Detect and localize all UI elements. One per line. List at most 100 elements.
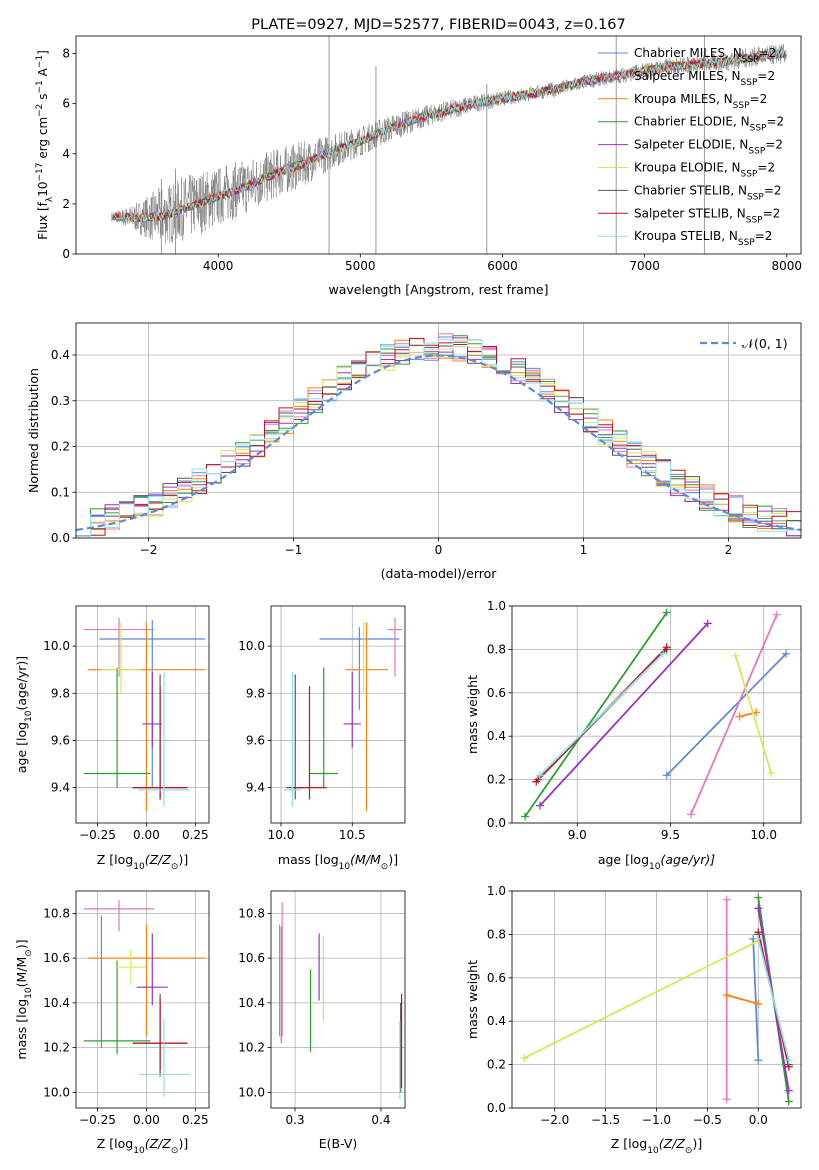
y-axis-label-part: A bbox=[36, 67, 50, 80]
y-axis-label: age [log10(age/yr)] bbox=[14, 656, 34, 773]
axes-frame bbox=[75, 605, 210, 824]
axes-weight_vs_Z: −2.0 −1.5 −1.0 −0.5 0.0 0.0 0.2 0.4 0.6 0.8 1.0 mas… bbox=[465, 884, 802, 1156]
x-axis-label-part: mass [log bbox=[278, 852, 339, 867]
axes-weight_vs_age: 9.0 9.5 10.0 0.0 0.2 0.4 0.6 0.8 1.0 mass weight a… bbox=[465, 599, 802, 872]
legend-label-sub: SSP bbox=[750, 124, 767, 134]
x-tick-label: 2 bbox=[725, 543, 733, 557]
weight-line bbox=[752, 938, 760, 1061]
y-tick-label: 9.4 bbox=[51, 781, 70, 795]
weight-marker bbox=[784, 1086, 793, 1095]
weight-marker bbox=[686, 810, 695, 819]
errorbar-point bbox=[83, 667, 151, 788]
y-axis-label: mass [log10(M/M⊙)] bbox=[14, 939, 34, 1059]
weight-marker bbox=[722, 895, 731, 904]
legend-label-sub: SSP bbox=[733, 101, 750, 111]
errorbar-point bbox=[115, 949, 147, 985]
weight-line bbox=[757, 938, 790, 1061]
y-tick-label: 10.0 bbox=[43, 639, 70, 653]
weight-series bbox=[722, 991, 763, 1008]
x-axis-label-part: Z [log bbox=[97, 1136, 133, 1151]
y-tick-label: 4 bbox=[62, 147, 70, 161]
x-axis-label-part: age [log bbox=[598, 852, 649, 867]
weight-marker bbox=[532, 777, 541, 786]
legend-label-main: Salpeter MILES, N bbox=[634, 69, 741, 83]
x-tick-label: −0.25 bbox=[79, 1113, 116, 1127]
weight-marker bbox=[521, 812, 530, 821]
x-axis-label-part: 10 bbox=[649, 862, 661, 872]
weight-marker bbox=[754, 1056, 763, 1065]
x-tick-label: 10.0 bbox=[268, 828, 295, 842]
x-tick-label: 0.4 bbox=[371, 1113, 390, 1127]
x-axis-label: E(B-V) bbox=[319, 1136, 358, 1151]
errorbars bbox=[83, 899, 206, 1097]
legend-label-sub: SSP bbox=[738, 238, 755, 248]
errorbar-point bbox=[132, 686, 188, 800]
y-tick-label: 0 bbox=[62, 247, 70, 261]
weight-marker bbox=[662, 643, 671, 652]
y-axis-label-part: (M/M bbox=[14, 957, 29, 988]
legend-label-main: Chabrier ELODIE, N bbox=[634, 115, 750, 129]
errorbar-point bbox=[360, 622, 367, 694]
x-axis-label-part: )] bbox=[388, 852, 398, 867]
x-axis-label-part: (Z/Z bbox=[659, 1136, 686, 1151]
x-tick-label: −2.0 bbox=[540, 1113, 569, 1127]
y-tick-label: 0.2 bbox=[51, 440, 70, 454]
x-tick-label: 9.5 bbox=[661, 828, 680, 842]
x-tick-label: 0.0 bbox=[749, 1113, 768, 1127]
weight-line bbox=[539, 653, 664, 776]
weight-marker bbox=[784, 1056, 793, 1065]
x-axis-label-part: 10 bbox=[133, 862, 145, 872]
legend-label-main: Chabrier STELIB, N bbox=[634, 183, 747, 197]
x-axis-label-part: )] bbox=[178, 852, 188, 867]
y-tick-label: 0.3 bbox=[51, 394, 70, 408]
y-tick-label: 10.6 bbox=[238, 951, 265, 965]
legend-label-main: Kroupa STELIB, N bbox=[634, 229, 738, 243]
legend-label-tail: =2 bbox=[765, 138, 783, 152]
legend-label-sub: SSP bbox=[741, 170, 758, 180]
legend-label-sub: SSP bbox=[741, 78, 758, 88]
weight-line bbox=[734, 655, 773, 774]
weight-marker bbox=[754, 893, 763, 902]
errorbar-point bbox=[138, 1018, 190, 1097]
axes-age_vs_Z: −0.25 0.00 0.259.49.69.810.0Z [log10(Z/Z⊙)… bbox=[14, 605, 210, 872]
y-tick-label: 0.0 bbox=[487, 816, 506, 830]
axes-frame bbox=[511, 605, 802, 824]
x-tick-label: 0.25 bbox=[182, 828, 209, 842]
errorbar-point bbox=[309, 667, 338, 788]
legend-label-main: Kroupa ELODIE, N bbox=[634, 161, 741, 175]
y-tick-label: 0.6 bbox=[487, 686, 506, 700]
y-tick-label: 10.8 bbox=[43, 906, 70, 920]
legend-label-main: Salpeter STELIB, N bbox=[634, 206, 746, 220]
legend-label-sub: SSP bbox=[742, 55, 759, 65]
y-tick-label: 0.0 bbox=[51, 531, 70, 545]
y-axis-label-part: ⊙ bbox=[24, 949, 34, 957]
weight-series bbox=[535, 649, 668, 780]
x-axis-label-part: 10 bbox=[133, 1146, 145, 1156]
errorbars bbox=[278, 902, 403, 1100]
weight-series bbox=[749, 934, 763, 1065]
y-tick-label: 10.4 bbox=[238, 996, 265, 1010]
x-tick-label: 0.00 bbox=[133, 1113, 160, 1127]
errorbar-point bbox=[387, 617, 403, 677]
y-tick-label: 2 bbox=[62, 197, 70, 211]
legend-label-tail: =2 bbox=[750, 92, 768, 106]
weight-series bbox=[686, 610, 781, 819]
errorbar-point bbox=[87, 622, 206, 812]
weight-line bbox=[524, 611, 668, 818]
weight-series bbox=[731, 651, 776, 778]
errorbar-point bbox=[87, 924, 206, 1037]
weight-marker bbox=[784, 1097, 793, 1106]
y-axis-label: mass weight bbox=[465, 960, 480, 1039]
legend-label: Chabrier MILES, NSSP=2 bbox=[634, 46, 776, 65]
weight-lines bbox=[521, 608, 791, 821]
weight-series bbox=[722, 895, 731, 1104]
errorbars bbox=[283, 617, 403, 812]
legend-label: Salpeter STELIB, NSSP=2 bbox=[634, 206, 780, 225]
y-tick-label: 9.8 bbox=[51, 686, 70, 700]
x-tick-label: −1 bbox=[285, 543, 303, 557]
x-axis-label-part: 10 bbox=[647, 1146, 659, 1156]
x-tick-label: −1.0 bbox=[642, 1113, 671, 1127]
weight-marker bbox=[659, 649, 668, 658]
